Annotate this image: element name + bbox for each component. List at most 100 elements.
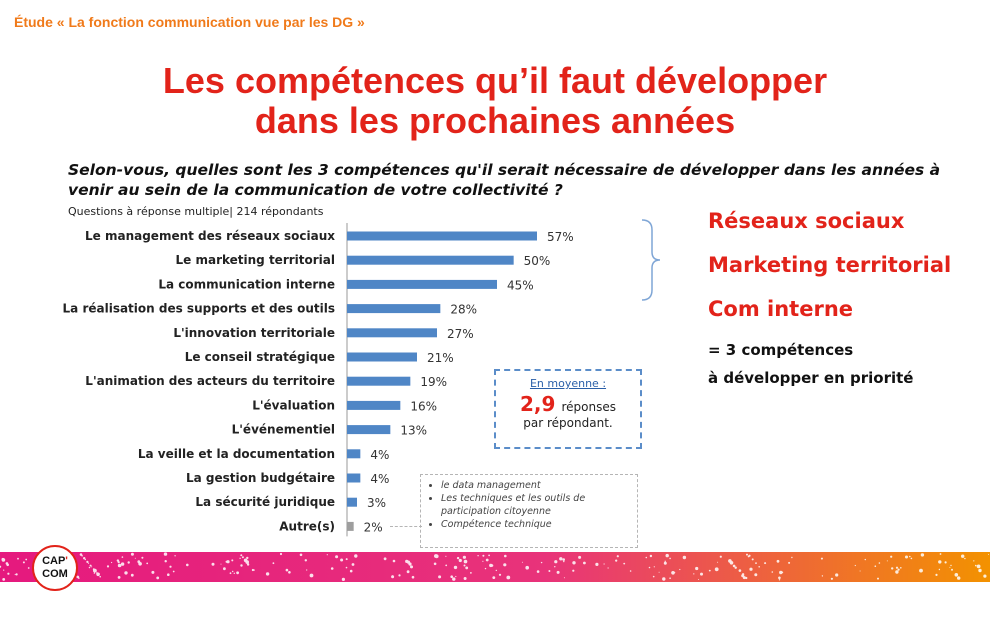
sparkle-dot (751, 558, 754, 561)
sparkle-dot (130, 573, 134, 577)
sparkle-dot (536, 570, 540, 573)
sparkle-dot (717, 561, 719, 563)
average-title: En moyenne : (529, 377, 607, 390)
sparkle-dot (0, 565, 2, 568)
sparkle-dot (779, 570, 783, 575)
sparkle-dot (117, 563, 122, 568)
sparkle-dot (164, 560, 167, 563)
sparkle-dot (245, 560, 249, 564)
sparkle-dot (615, 559, 618, 562)
category-label: L'innovation territoriale (173, 326, 335, 340)
sparkle-dot (658, 571, 660, 573)
respondents-note: Questions à réponse multiple| 214 répond… (68, 205, 324, 218)
sparkle-dot (14, 574, 16, 576)
sparkle-dot (714, 567, 719, 572)
sparkle-dot (700, 572, 703, 576)
category-label: Le conseil stratégique (185, 350, 335, 364)
sparkle-dot (645, 556, 648, 559)
sparkle-dot (988, 553, 990, 555)
sparkle-dot (84, 558, 87, 561)
sparkle-dot (146, 562, 149, 565)
bar (347, 449, 361, 459)
sparkle-dot (878, 562, 881, 564)
sparkle-dot (463, 577, 467, 580)
sparkle-dot (22, 561, 25, 564)
sparkle-dot (83, 557, 86, 560)
sparkle-dot (835, 573, 839, 577)
sparkle-dot (572, 569, 575, 572)
sparkle-dot (445, 555, 447, 557)
category-label: Le marketing territorial (176, 253, 336, 267)
sparkle-dot (434, 554, 438, 558)
sparkle-dot (99, 575, 101, 578)
sparkle-dot (88, 566, 91, 569)
sparkle-dot (583, 561, 586, 565)
sparkle-dot (734, 566, 737, 569)
sparkle-dot (562, 558, 565, 561)
sparkle-dot (623, 562, 626, 565)
sparkle-dot (764, 562, 767, 565)
logo-line-2: COM (42, 568, 68, 580)
sparkle-dot (106, 565, 110, 568)
sparkle-dot (909, 555, 911, 558)
sparkle-dot (163, 552, 168, 556)
sparkle-dot (456, 556, 460, 560)
bar (347, 304, 441, 314)
sparkle-dot (411, 575, 415, 579)
average-line: 2,9 réponses (496, 392, 640, 416)
average-text-2: par répondant. (523, 416, 613, 430)
sparkle-dot (272, 562, 275, 565)
sparkle-dot (616, 555, 619, 558)
sparkle-dot (335, 555, 339, 559)
sparkle-dot (27, 567, 30, 569)
sparkle-dot (455, 575, 457, 578)
sparkle-dot (87, 562, 90, 564)
sparkle-dot (973, 560, 975, 562)
sparkle-dot (330, 567, 334, 570)
category-label: L'évaluation (252, 398, 335, 412)
sparkle-dot (383, 557, 387, 561)
bar (347, 376, 411, 386)
highlight-social-networks: Réseaux sociaux (708, 209, 905, 233)
sparkle-dot (17, 557, 19, 560)
sparkle-dot (506, 575, 511, 580)
sparkle-dot (905, 555, 908, 559)
sparkle-dot (944, 561, 947, 564)
sparkle-dot (556, 570, 560, 574)
sparkle-dot (240, 564, 243, 567)
sparkle-dot (78, 577, 80, 579)
sparkle-dot (910, 557, 913, 560)
sparkle-dot (830, 577, 834, 580)
sparkle-dot (25, 558, 28, 561)
value-label: 2% (364, 520, 383, 534)
page-title-line-1: Les compétences qu’il faut développer (162, 60, 828, 101)
other-details-box: le data management Les techniques et les… (420, 474, 638, 548)
sparkle-dot (326, 554, 328, 556)
sparkle-dot (755, 562, 757, 564)
sparkle-dot (306, 569, 308, 571)
sparkle-dot (935, 573, 938, 576)
sparkle-dot (693, 573, 695, 575)
sparkle-dot (433, 562, 437, 566)
sparkle-dot (130, 552, 134, 556)
sparkle-dot (341, 577, 345, 581)
sparkle-dot (954, 573, 959, 577)
sparkle-dot (978, 568, 982, 573)
sparkle-dot (225, 560, 228, 563)
sparkle-dot (111, 561, 113, 564)
sparkle-dot (554, 566, 556, 568)
sparkle-dot (648, 566, 651, 569)
sparkle-dot (117, 576, 121, 579)
sparkle-dot (408, 562, 412, 566)
sparkle-dot (548, 570, 551, 572)
sparkle-dot (137, 560, 141, 564)
sparkle-dot (877, 577, 879, 580)
sparkle-dot (229, 572, 232, 575)
sparkle-dot (251, 568, 254, 572)
sparkle-dot (900, 567, 902, 569)
sparkle-dot (964, 557, 966, 560)
sparkle-dot (776, 559, 780, 563)
sparkle-dot (349, 569, 353, 573)
value-label: 28% (450, 303, 477, 317)
bar (347, 279, 497, 289)
